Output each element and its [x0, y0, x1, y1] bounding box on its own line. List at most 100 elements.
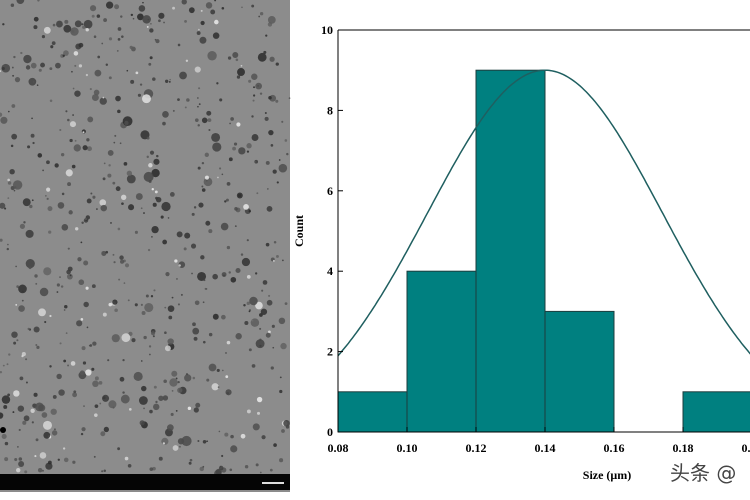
particle: [145, 294, 149, 298]
particle: [71, 164, 76, 169]
particle: [48, 230, 52, 234]
particle: [100, 204, 108, 212]
particle: [192, 327, 200, 335]
particle: [87, 146, 92, 152]
particle: [152, 202, 157, 207]
particle: [69, 121, 77, 128]
particle: [6, 247, 9, 251]
particle: [34, 455, 37, 458]
particle: [133, 371, 143, 382]
particle: [148, 62, 152, 66]
particle: [128, 204, 135, 211]
particle: [94, 376, 99, 381]
particle: [4, 207, 7, 210]
particle: [54, 163, 59, 168]
particle: [28, 77, 37, 86]
particle: [248, 79, 252, 83]
particle: [108, 76, 112, 80]
particle: [75, 227, 79, 231]
particle: [129, 45, 133, 49]
micrograph: [0, 0, 291, 492]
particle: [35, 438, 39, 442]
particle: [8, 110, 10, 113]
particle: [65, 169, 73, 177]
particle: [13, 341, 17, 345]
particle: [123, 161, 128, 166]
particle: [256, 192, 259, 195]
particle: [208, 332, 213, 337]
particle: [238, 147, 246, 155]
particle: [114, 134, 117, 137]
particle: [162, 395, 169, 401]
particle: [63, 457, 69, 463]
particle: [96, 14, 101, 18]
particle: [126, 170, 133, 176]
particle: [41, 469, 44, 472]
particle: [81, 427, 86, 432]
particle: [50, 408, 57, 415]
particle: [198, 202, 204, 208]
particle: [200, 9, 203, 12]
particle: [57, 458, 60, 461]
particle: [192, 322, 196, 327]
particle: [225, 198, 229, 202]
particle: [30, 408, 35, 413]
particle: [172, 445, 179, 451]
particle: [19, 376, 24, 381]
particle: [169, 78, 171, 81]
particle: [168, 315, 173, 320]
particle: [108, 302, 113, 307]
particle: [105, 1, 114, 9]
particle: [240, 253, 244, 256]
particle: [269, 56, 275, 62]
particle: [69, 138, 73, 143]
particle: [226, 340, 231, 345]
particle: [152, 77, 156, 81]
particle: [149, 353, 151, 356]
particle: [1, 433, 7, 439]
particle: [85, 73, 89, 77]
particle: [58, 389, 65, 396]
particle: [275, 62, 279, 66]
particle: [49, 67, 53, 71]
particle: [208, 129, 211, 132]
particle: [197, 166, 201, 170]
particle: [235, 58, 239, 62]
particle: [202, 440, 207, 444]
particle: [73, 51, 79, 56]
particle: [191, 212, 195, 216]
particle: [124, 120, 129, 126]
particle: [264, 116, 269, 121]
particle: [61, 192, 65, 196]
particle: [221, 272, 227, 277]
particle: [64, 19, 69, 24]
particle: [149, 56, 153, 60]
particle: [85, 286, 89, 290]
particle: [276, 254, 279, 258]
particle: [37, 0, 40, 2]
particle: [212, 313, 219, 320]
particle: [13, 390, 20, 397]
particle: [156, 154, 159, 158]
particle: [141, 310, 146, 315]
particle: [12, 411, 15, 414]
particle: [56, 283, 60, 287]
particle: [97, 55, 101, 59]
x-tick-label: 0.12: [466, 441, 487, 455]
particle: [40, 62, 45, 68]
particle: [64, 304, 68, 309]
particle: [57, 202, 65, 209]
particle: [262, 280, 268, 285]
particle: [253, 94, 256, 97]
particle: [33, 326, 40, 333]
particle: [278, 159, 281, 161]
particle: [141, 385, 147, 392]
particle: [194, 118, 199, 122]
particle: [102, 177, 106, 181]
particle: [10, 144, 14, 148]
particle: [38, 308, 46, 317]
particle: [76, 320, 83, 327]
particle: [259, 12, 264, 16]
particle: [32, 81, 35, 83]
particle: [78, 279, 85, 286]
